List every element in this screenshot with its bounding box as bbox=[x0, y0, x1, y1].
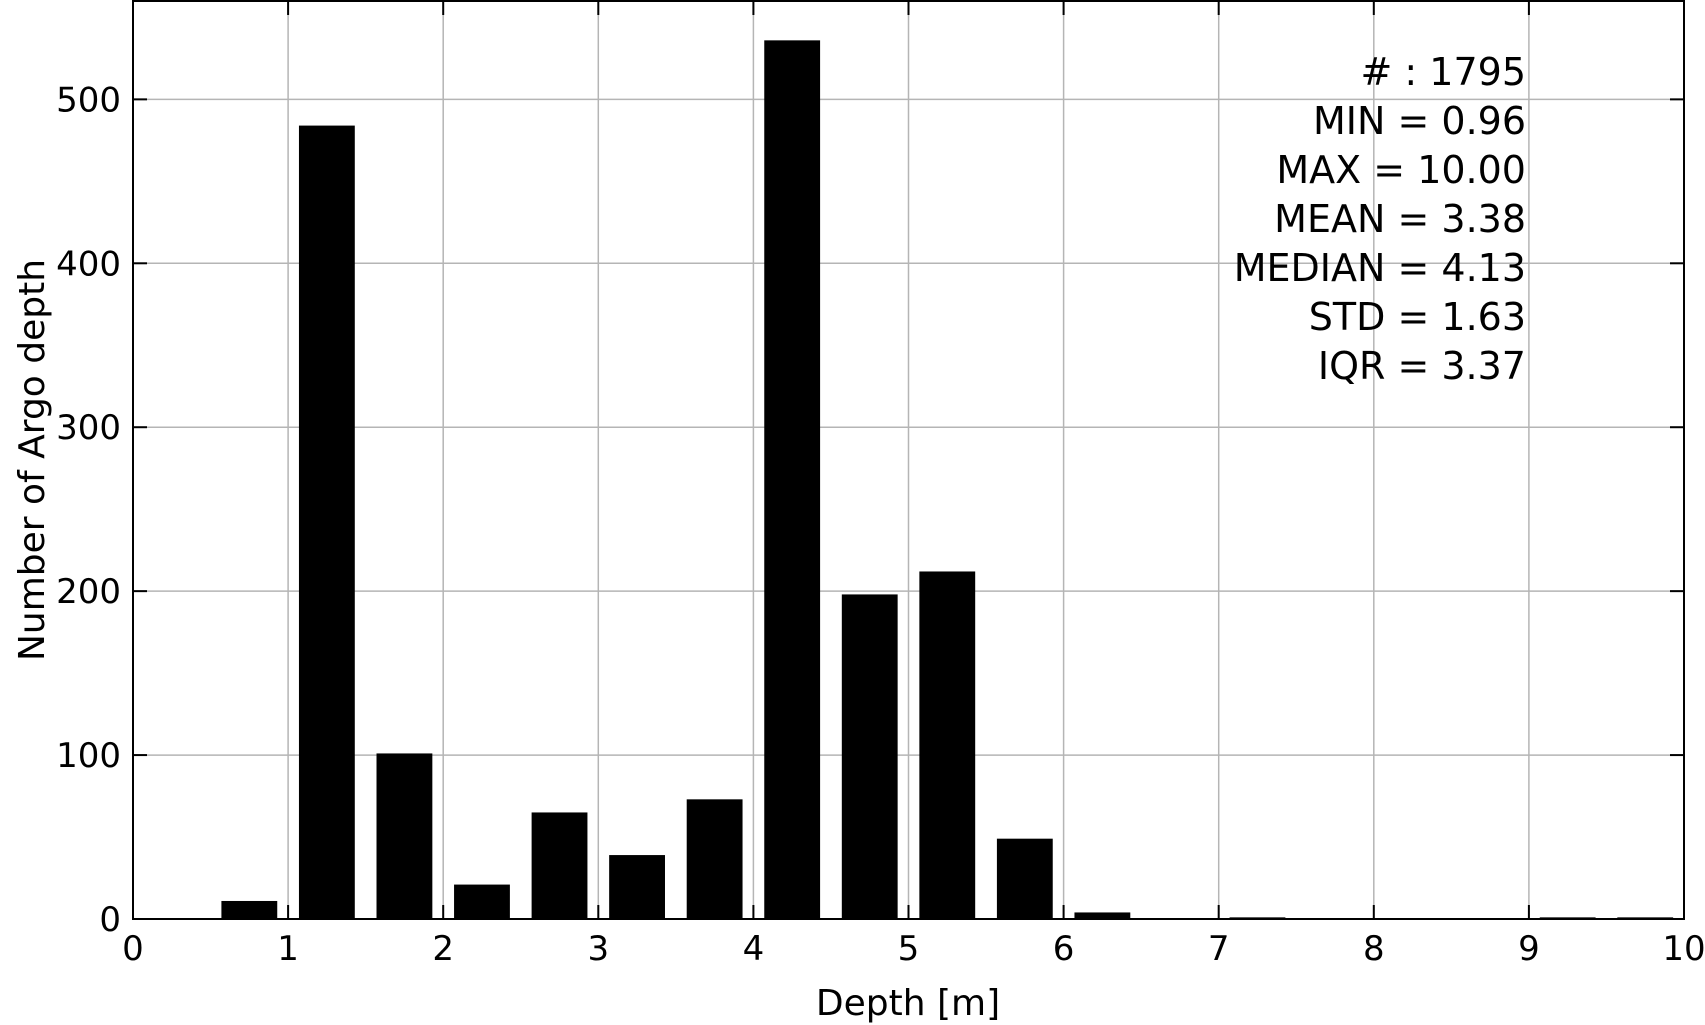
histogram-bar bbox=[376, 753, 433, 919]
stat-line: MEDIAN = 4.13 bbox=[1234, 246, 1526, 290]
histogram-bar bbox=[531, 812, 588, 919]
histogram-bar bbox=[454, 884, 510, 919]
histogram-bar bbox=[764, 40, 821, 920]
histogram-bar bbox=[221, 900, 278, 919]
histogram-bar bbox=[919, 571, 976, 919]
y-tick-label: 400 bbox=[56, 244, 121, 284]
x-tick-label: 1 bbox=[277, 929, 299, 969]
x-tick-label: 8 bbox=[1363, 929, 1385, 969]
y-tick-label: 500 bbox=[56, 80, 121, 120]
x-tick-label: 3 bbox=[587, 929, 609, 969]
x-tick-label: 5 bbox=[898, 929, 920, 969]
stat-line: MEAN = 3.38 bbox=[1274, 197, 1526, 241]
stat-line: MAX = 10.00 bbox=[1276, 148, 1526, 192]
x-tick-label: 0 bbox=[122, 929, 144, 969]
y-tick-label: 0 bbox=[99, 900, 121, 940]
histogram-bar bbox=[996, 838, 1053, 919]
stat-line: # : 1795 bbox=[1360, 50, 1526, 94]
x-tick-label: 2 bbox=[432, 929, 454, 969]
stats-annotation: # : 1795 MIN = 0.96 MAX = 10.00 MEAN = 3.38… bbox=[1234, 50, 1526, 388]
y-tick-label: 200 bbox=[56, 572, 121, 612]
histogram-bar bbox=[298, 125, 355, 920]
histogram-bar bbox=[686, 799, 743, 919]
stat-line: MIN = 0.96 bbox=[1313, 99, 1526, 143]
grid bbox=[133, 1, 1684, 919]
x-tick-label: 10 bbox=[1662, 929, 1705, 969]
y-tick-label: 300 bbox=[56, 408, 121, 448]
histogram-bar bbox=[1074, 912, 1131, 919]
stat-line: STD = 1.63 bbox=[1309, 295, 1526, 339]
x-tick-label: 4 bbox=[743, 929, 765, 969]
plot-frame bbox=[132, 0, 1685, 920]
x-tick-label: 7 bbox=[1208, 929, 1230, 969]
x-tick-label: 6 bbox=[1053, 929, 1075, 969]
bars bbox=[221, 40, 1674, 920]
x-tick-label: 9 bbox=[1518, 929, 1540, 969]
y-axis-title: Number of Argo depth bbox=[12, 259, 53, 661]
stat-line: IQR = 3.37 bbox=[1318, 344, 1526, 388]
y-tick-label: 100 bbox=[56, 736, 121, 776]
histogram-bar bbox=[841, 594, 898, 919]
histogram-bar bbox=[609, 855, 665, 919]
x-axis-title: Depth [m] bbox=[816, 983, 1000, 1024]
